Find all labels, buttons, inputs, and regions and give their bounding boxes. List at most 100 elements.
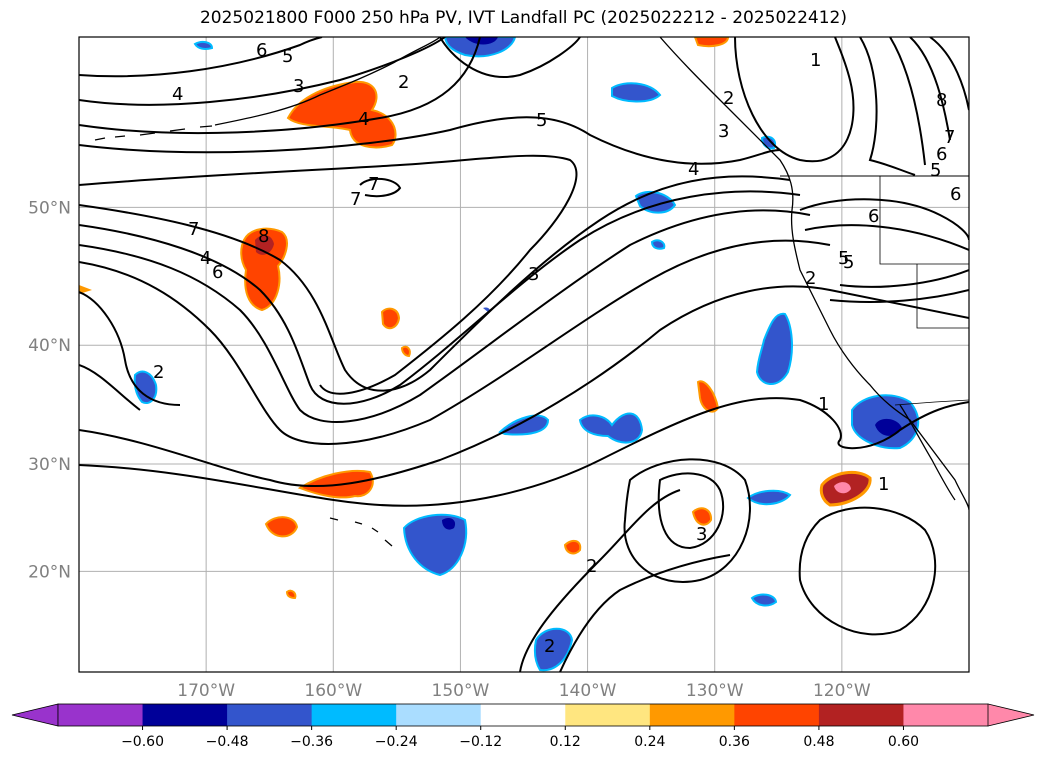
lat-label: 30°N: [28, 455, 71, 475]
contour-label: 6: [868, 206, 879, 227]
contour-line: [519, 489, 681, 672]
anomaly-negative: [578, 412, 644, 444]
contour-line: [889, 37, 926, 166]
contour-line: [79, 364, 141, 411]
contour-line: [439, 37, 581, 78]
contour-label: 5: [282, 46, 293, 67]
contour-line: [657, 472, 725, 550]
us-mexico-border: [894, 399, 969, 406]
contour-label: 2: [723, 88, 734, 109]
contour-label: 1: [818, 394, 829, 415]
lon-label: 140°W: [559, 681, 617, 701]
anomaly-negative: [498, 414, 550, 436]
anomaly-negative: [746, 489, 792, 506]
contour-line: [79, 285, 969, 488]
gridlines: [79, 37, 969, 672]
anomaly-negative-core: [875, 418, 902, 436]
colorbar-tick-label: 0.24: [634, 734, 665, 750]
contour-label: 5: [930, 160, 941, 181]
contour-line: [79, 190, 801, 405]
colorbar-segment: [311, 704, 397, 726]
latitude-labels: 50°N 40°N 30°N 20°N: [28, 198, 71, 582]
lon-label: 160°W: [304, 681, 362, 701]
anomaly-positive: [285, 589, 297, 600]
colorbar-segment: [565, 704, 651, 726]
contour-label: 4: [358, 109, 369, 130]
contour-line: [798, 506, 937, 636]
anomaly-negative-core: [465, 37, 498, 45]
anomaly-negative-core: [442, 517, 456, 530]
colorbar-segment: [58, 704, 144, 726]
anomaly-negative: [750, 593, 778, 607]
contour-line: [79, 37, 323, 78]
contour-line: [359, 177, 402, 198]
colorbar-segment: [734, 704, 820, 726]
map-area: [79, 37, 969, 672]
contour-line: [559, 554, 731, 672]
anomaly-negative: [533, 627, 574, 672]
contour-line: [623, 458, 751, 583]
colorbar-tick-label: 0.12: [550, 734, 581, 750]
contour-line: [79, 154, 578, 395]
colorbar: −0.60 −0.48 −0.36 −0.24 −0.12 0.12 0.24 0.36 0.4…: [11, 703, 1035, 750]
contour-label: 7: [350, 189, 361, 210]
contour-line: [804, 224, 969, 251]
contour-label: 3: [528, 264, 539, 285]
colorbar-segment: [818, 704, 904, 726]
anomaly-positive: [691, 507, 713, 526]
contour-labels: 6 5 4 3 2 4 5 1 2 3 8 7 6 5 4 7 7 6 7 6 …: [153, 40, 961, 657]
contour-line: [79, 397, 969, 507]
contour-label: 6: [256, 40, 267, 61]
colorbar-tick-label: −0.60: [121, 734, 164, 750]
contour-label: 4: [172, 84, 183, 105]
contour-line: [79, 239, 831, 445]
anomaly-positive: [400, 345, 411, 358]
contour-line: [79, 209, 811, 423]
colorbar-tick-label: −0.48: [206, 734, 249, 750]
contour-line: [799, 198, 969, 241]
coastlines: [94, 37, 969, 547]
contour-label: 7: [188, 219, 199, 240]
contour-line: [79, 291, 181, 406]
lon-label: 130°W: [686, 681, 744, 701]
anomaly-negative: [650, 239, 666, 250]
anomaly-negative: [755, 312, 793, 385]
lat-label: 20°N: [28, 562, 71, 582]
colorbar-segment: [903, 704, 989, 726]
contour-label: 2: [398, 72, 409, 93]
anomaly-negative: [402, 513, 468, 577]
contour-line: [79, 175, 791, 392]
contour-label: 1: [878, 474, 889, 495]
colorbar-segment: [142, 704, 228, 726]
colorbar-tick-label: 0.36: [719, 734, 750, 750]
colorbar-segment: [480, 704, 566, 726]
contour-label: 8: [258, 226, 269, 247]
colorbar-extend-max: [987, 703, 1035, 727]
contour-label: 7: [368, 174, 379, 195]
anomaly-positive: [563, 539, 582, 555]
contour-line: [839, 269, 969, 288]
state-border: [916, 264, 969, 329]
contour-label: 3: [696, 524, 707, 545]
contour-line: [859, 37, 916, 176]
contour-label: 1: [810, 50, 821, 71]
contour-lines: [79, 37, 969, 672]
colorbar-segment: [396, 704, 482, 726]
page-title: 2025021800 F000 250 hPa PV, IVT Landfall…: [199, 8, 847, 28]
contour-line: [79, 37, 481, 135]
contour-label: 6: [950, 184, 961, 205]
contour-label: 4: [688, 159, 699, 180]
anomaly-positive: [286, 80, 397, 149]
colorbar-tick-label: −0.12: [459, 734, 502, 750]
colorbar-tick-label: −0.36: [290, 734, 333, 750]
contour-label: 2: [153, 362, 164, 383]
colorbar-segment: [649, 704, 735, 726]
contour-label: 5: [843, 252, 854, 273]
lat-label: 40°N: [28, 336, 71, 356]
contour-label: 2: [586, 556, 597, 577]
state-border: [879, 176, 969, 265]
contour-line: [79, 116, 781, 165]
anomaly-negative: [483, 307, 490, 312]
lon-label: 170°W: [177, 681, 235, 701]
